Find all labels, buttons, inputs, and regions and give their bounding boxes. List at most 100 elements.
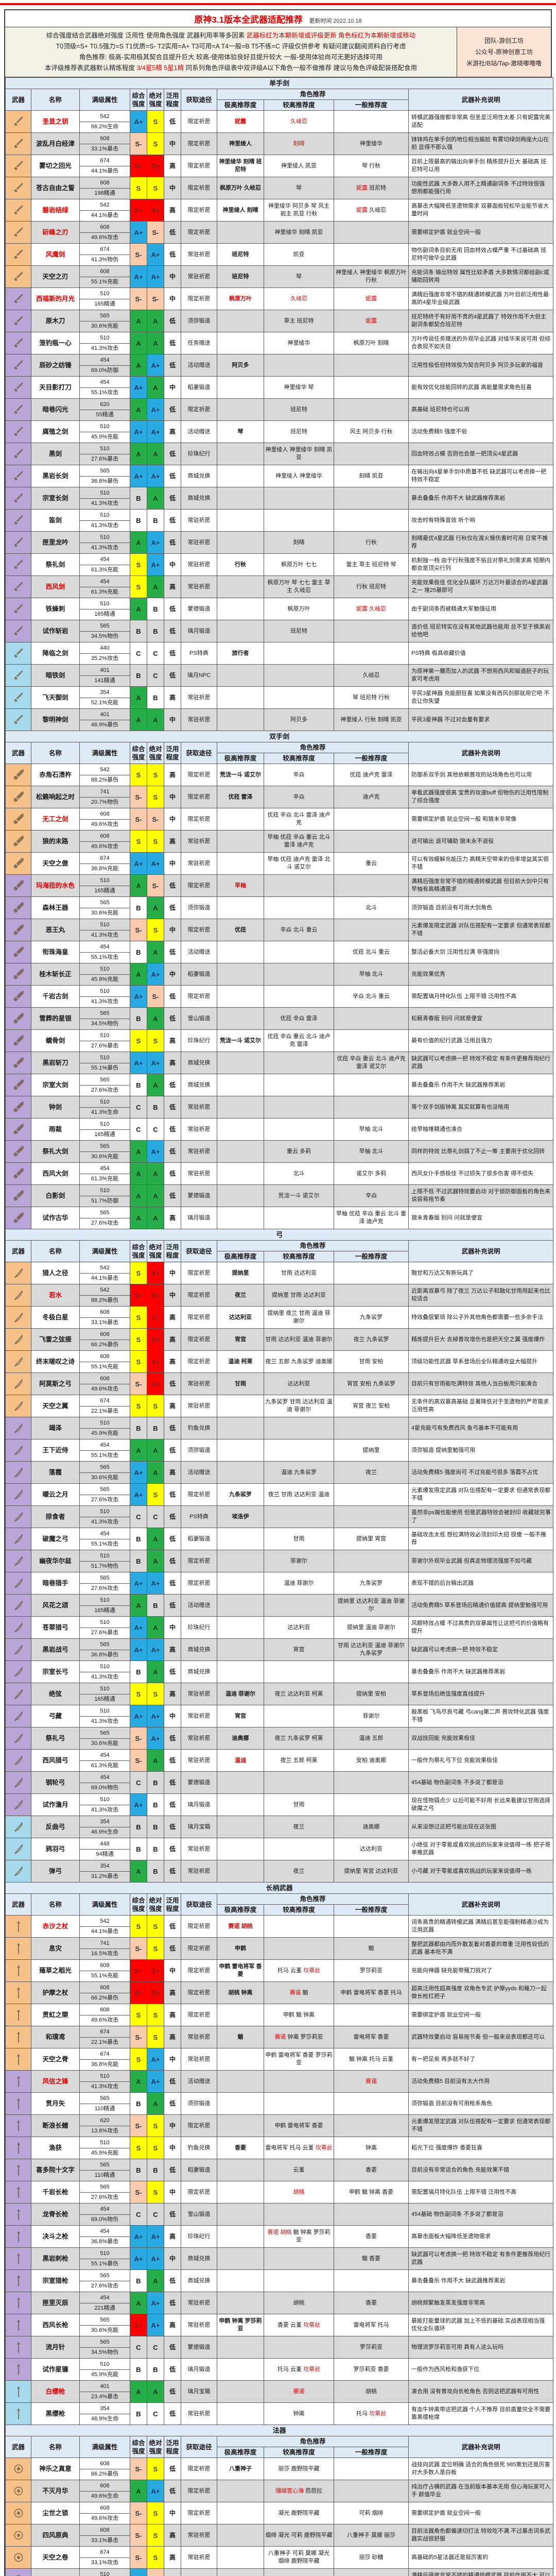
col-source: 获取途径 <box>181 742 217 764</box>
rec-high <box>217 2524 264 2547</box>
absolute-grade: A+ <box>147 354 164 377</box>
weapon-notes: 需要绑定护盾 就业空间一般 <box>408 2004 554 2026</box>
absolute-grade: S+ <box>147 1350 164 1373</box>
overall-grade: A+ <box>130 465 147 487</box>
weapon-icon-cell <box>5 985 31 1008</box>
col-source: 获取途径 <box>181 2436 217 2458</box>
substat: 61.3%充能 <box>91 1175 119 1182</box>
column-subheader-row: 极高推荐度 较高推荐度 一般推荐度 <box>6 1904 553 1916</box>
overall-grade: S <box>130 1683 147 1705</box>
weapon-name: 黑岩战弓 <box>31 1638 80 1661</box>
weapon-attributes: 565 30.6%充能 <box>79 1727 130 1750</box>
overall-grade: A <box>130 1207 147 1229</box>
source: 常驻祈愿 <box>181 1395 217 1417</box>
rec-low: 雷电将军 托马 <box>334 2314 409 2336</box>
rec-mid <box>264 487 334 510</box>
weapon-attributes: 354 46.9%生命 <box>79 2402 130 2425</box>
weapon-icon-cell <box>5 2336 31 2359</box>
overall-grade: S <box>130 1262 147 1284</box>
weapon-row: 试作星镰 510 45.9%充能 B B 低璃月锻造 托马 云堇 坎蒂丝 罗莎莉亚 香菱 一般作… <box>5 2358 554 2381</box>
weapon-attributes: 565 30.6%充能 <box>79 1140 130 1163</box>
weapon-attributes: 542 66.2%生命 <box>79 110 130 133</box>
substat: 46.9%暴伤 <box>91 721 119 728</box>
weapon-icon-cell <box>5 963 31 986</box>
rec-low: 托马 坎蒂丝 <box>334 2402 409 2425</box>
absolute-grade: C <box>147 2203 164 2226</box>
substat: 45.9%充能 <box>91 976 119 982</box>
absolute-grade: S <box>147 919 164 941</box>
substat: 221精通 <box>94 2304 115 2311</box>
weapon-name: 雨裁 <box>31 1118 80 1141</box>
rec-mid: 菲谢尔 <box>264 1550 334 1572</box>
weapon-icon-cell <box>5 1029 31 1052</box>
substat: 69.0%物伤 <box>91 2216 119 2223</box>
base-atk: 510 <box>80 488 130 499</box>
weapon-notes: 胡桃频繁触发蒸发强度非常高 <box>408 2292 554 2314</box>
base-atk: 454 <box>80 355 130 366</box>
weapon-icon-cell <box>5 1572 31 1595</box>
weapon-notes: 454基础 物伤副词条 不多说了都是泪 <box>408 2203 554 2226</box>
rec-low: 提纳里 温迪 菲谢尔 <box>334 1616 409 1639</box>
rec-low: 神里绫人 行秋 刻晴 凯亚 <box>334 708 409 731</box>
weapon-notes: 活动免费精5 强度尚可 不过充能弓很多 落霞不占优 <box>408 1461 554 1484</box>
substat: 55.1%攻击 <box>91 954 119 960</box>
weapon-icon-cell <box>5 1052 31 1074</box>
rec-mid: 重云 多莉 <box>264 1140 334 1163</box>
rec-mid <box>264 1207 334 1229</box>
rec-mid: 荒泷一斗 诺艾尔 <box>264 1184 334 1207</box>
weapon-row: 若水 542 88.2%暴伤 S+ S+ 中限定祈愿 夜兰 提纳里 甘雨 达达利亚 近距离双暴弓… <box>5 1284 554 1307</box>
weapon-notes: 松籁青春版 别问 问就是便宜 <box>408 1007 554 1030</box>
source: 常驻祈愿 <box>181 1727 217 1750</box>
weapon-name: 曚云之月 <box>31 1483 80 1506</box>
substat: 55.1%暴伤 <box>91 2260 119 2267</box>
polearm-icon <box>6 2274 31 2287</box>
rec-mid: 枫原万叶 <box>264 598 334 620</box>
weapon-row: 黑岩战弓 565 36.8%暴伤 A+ A+ 高商城兑换 宵宫 甘雨 达达利亚 温迪 菲谢尔 … <box>5 1638 554 1661</box>
base-atk: 565 <box>80 2182 130 2193</box>
overall-grade: B <box>130 2159 147 2181</box>
sword-icon <box>6 292 31 306</box>
overall-grade: S <box>130 553 147 576</box>
bow-icon <box>6 1466 31 1479</box>
overall-grade: S- <box>130 1727 147 1750</box>
col-rec_mid: 较高推荐度 <box>264 1251 334 1262</box>
absolute-grade: S <box>147 2546 164 2569</box>
absolute-grade: A <box>147 1007 164 1030</box>
substat: 49.6%攻击 <box>91 1385 119 1392</box>
substat: 44.1%暴击 <box>91 1928 119 1935</box>
highlighted-name: 赛诺 <box>366 2078 377 2084</box>
weapon-icon-cell <box>5 2502 31 2524</box>
rec-low: 雷电将军 香菱 <box>334 2026 409 2048</box>
rec-mid <box>264 642 334 665</box>
source: 须弥锻造 <box>181 2092 217 2115</box>
weapon-row: 白影剑 510 51.7%防御 A A 低蒙德锻造 荒泷一斗 诺艾尔 辛焱 上限不低 不过武器特… <box>5 1184 554 1207</box>
base-atk: 565 <box>80 1728 130 1739</box>
weapon-attributes: 608 198精通 <box>79 177 130 199</box>
column-header-row: 武器 名称 满级属性 综合 强度 绝对 强度 泛用 程度 获取途径 角色推荐 武器补充说明 <box>5 1893 554 1916</box>
sword-icon <box>6 248 31 261</box>
absolute-grade: S+ <box>147 1959 164 1982</box>
absolute-grade: A+ <box>147 2480 164 2502</box>
overall-grade: S+ <box>130 1959 147 1982</box>
overall-grade: S- <box>130 1749 147 1772</box>
overall-grade: A+ <box>130 2225 147 2248</box>
versatility-level: 低 <box>164 620 181 642</box>
substat: 69.0%防御 <box>91 367 119 374</box>
base-atk: 510 <box>80 1031 130 1041</box>
sword-icon <box>6 270 31 283</box>
rec-high: 香菱 <box>217 2137 264 2159</box>
weapon-name: 反曲弓 <box>31 1816 80 1838</box>
highlighted-name: 刻晴 <box>293 140 305 147</box>
weapon-attributes: 510 41.3%攻击 <box>79 1705 130 1727</box>
highlighted-name: 妮露 <box>235 118 246 125</box>
weapon-icon-cell <box>5 642 31 665</box>
source: 限定祈愿 <box>181 177 217 199</box>
overall-grade: S- <box>130 2546 147 2569</box>
catalyst-icon <box>6 2573 31 2576</box>
weapon-attributes: 674 41.3%物伤 <box>79 243 130 266</box>
rec-mid <box>264 1439 334 1462</box>
source: 常驻祈愿 <box>181 2546 217 2569</box>
source: 限定祈愿 <box>181 398 217 421</box>
substat: 55.1%充能 <box>91 1363 119 1370</box>
polearm-icon <box>6 2008 31 2022</box>
